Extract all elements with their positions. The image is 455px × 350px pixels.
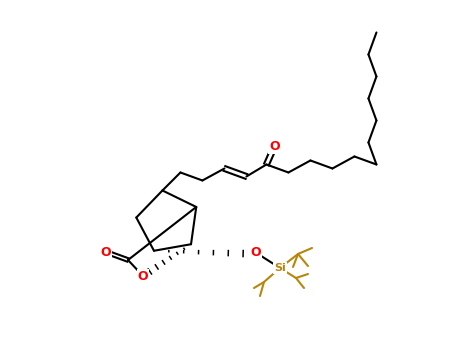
Text: O: O: [251, 246, 261, 259]
Text: Si: Si: [274, 263, 286, 273]
Text: O: O: [101, 245, 111, 259]
Text: O: O: [269, 140, 280, 153]
Text: O: O: [138, 270, 148, 282]
